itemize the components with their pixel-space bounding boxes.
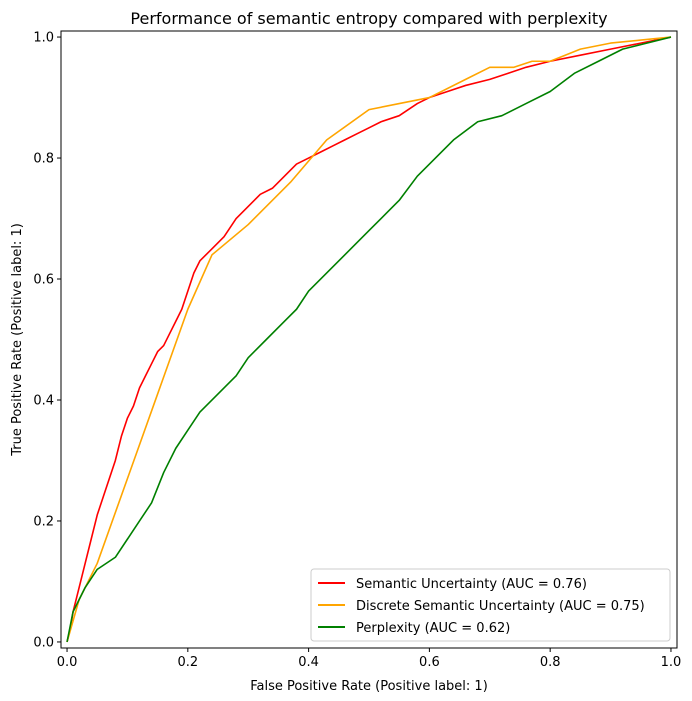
legend-label: Perplexity (AUC = 0.62) [356,621,510,636]
series-line-2 [66,36,672,643]
series-line-1 [66,36,672,643]
legend-label: Semantic Uncertainty (AUC = 0.76) [356,577,587,592]
series-layer [66,36,672,643]
y-tick-label: 0.4 [33,393,54,408]
x-tick-label: 1.0 [661,655,682,670]
legend: Semantic Uncertainty (AUC = 0.76) Discret… [310,568,671,642]
x-tick-label: 0.8 [540,655,561,670]
y-tick-label: 0.8 [33,152,54,167]
y-tick-label: 0.2 [33,514,54,529]
legend-box [310,568,671,642]
y-tick-label: 1.0 [33,31,54,46]
x-axis-label: False Positive Rate (Positive label: 1) [250,679,488,694]
x-tick-label: 0.6 [419,655,440,670]
y-axis-ticks: 0.0 0.2 0.4 0.6 0.8 1.0 [33,31,61,650]
plot-frame [60,30,678,649]
x-tick-label: 0.0 [57,655,78,670]
x-tick-label: 0.2 [177,655,198,670]
y-axis-label: True Positive Rate (Positive label: 1) [10,223,25,457]
chart-title: Performance of semantic entropy compared… [130,9,607,28]
y-tick-label: 0.0 [33,635,54,650]
legend-label: Discrete Semantic Uncertainty (AUC = 0.7… [356,599,645,614]
x-tick-label: 0.4 [298,655,319,670]
x-axis-ticks: 0.0 0.2 0.4 0.6 0.8 1.0 [57,648,682,670]
series-line-0 [66,36,672,643]
y-tick-label: 0.6 [33,273,54,288]
